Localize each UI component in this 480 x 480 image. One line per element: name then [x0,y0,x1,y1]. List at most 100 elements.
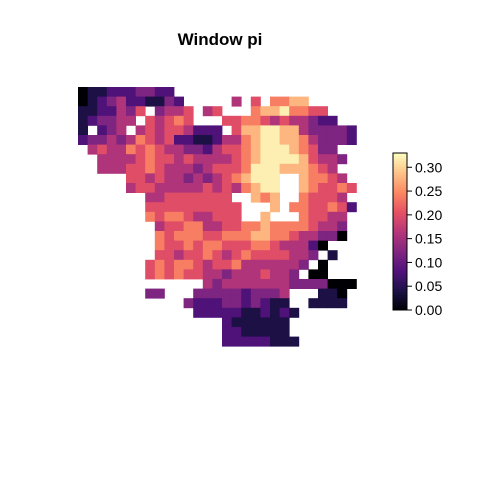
raster-cell [202,221,213,232]
raster-cell [250,250,261,261]
raster-cell [154,163,165,174]
raster-cell [279,163,290,174]
raster-cell [154,192,165,203]
raster-cell [106,106,117,117]
raster-cell [279,307,290,318]
raster-cell [260,259,271,270]
raster-cell [308,115,319,126]
raster-cell [298,115,309,126]
raster-cell [183,125,194,136]
raster-cell [174,192,184,203]
raster-cell [250,144,261,155]
raster-cell [241,327,252,337]
raster-cell [308,183,319,193]
raster-cell [289,154,300,165]
raster-cell [164,115,175,126]
raster-cell [337,231,348,241]
raster-cell [318,240,328,251]
raster-cell [270,269,280,280]
raster-cell [289,221,300,232]
raster-cell [183,173,194,184]
raster-cell [154,106,165,117]
raster-cell [318,135,328,145]
raster-cell [154,221,165,232]
raster-cell [222,259,232,270]
raster-cell [241,298,252,309]
raster-cell [279,135,290,145]
raster-cell [202,202,213,213]
raster-cell [97,135,108,145]
raster-cell [231,144,242,155]
raster-cell [212,202,223,213]
raster-cell [145,183,156,193]
raster-cell [337,211,348,222]
raster-cell [270,231,280,241]
legend-color-step [393,168,407,172]
raster-cell [231,240,242,251]
raster-cell [193,231,204,241]
raster-cell [241,336,252,347]
raster-cell [164,144,175,155]
raster-cell [222,173,232,184]
raster-cell [97,87,108,97]
legend-color-step [393,252,407,256]
raster-cell [222,336,232,347]
raster-cell [298,211,309,222]
raster-cell [154,259,165,270]
raster-cell [241,163,252,174]
raster-cell [222,192,232,203]
raster-cell [222,115,232,126]
raster-cell [250,125,261,136]
raster-cell [126,135,136,145]
raster-cell [183,298,194,309]
raster-cell [78,125,88,136]
raster-cell [135,163,146,174]
raster-cell [154,250,165,261]
raster-cell [308,231,319,241]
raster-cell [212,250,223,261]
legend-color-step [393,213,407,217]
legend-color-step [393,234,407,238]
raster-cell [337,192,348,203]
raster-cell [212,144,223,155]
raster-cell [241,221,252,232]
raster-cell [97,96,108,107]
raster-cell [279,317,290,328]
legend-tick-label: 0.20 [415,207,442,223]
raster-cell [202,144,213,155]
raster-cell [298,125,309,136]
raster-cell [212,125,223,136]
raster-cell [202,240,213,251]
raster-cell [174,250,184,261]
legend-color-step [393,239,407,243]
raster-cell [318,183,328,193]
raster-cell [231,298,242,309]
raster-cell [154,125,165,136]
raster-cell [327,115,338,126]
raster-cell [308,192,319,203]
raster-cell [97,115,108,126]
raster-cell [289,279,300,289]
raster-cell [222,327,232,337]
legend-color-step [393,241,407,246]
raster-cell [298,240,309,251]
raster-cell [87,135,98,145]
raster-cell [164,240,175,251]
raster-cell [260,183,271,193]
legend-color-step [393,173,407,178]
raster-cell [308,125,319,136]
raster-cell [318,106,328,117]
raster-cell [231,154,242,165]
raster-cell [327,250,338,261]
raster-cell [154,135,165,145]
legend-color-step [393,291,407,295]
raster-cell [202,250,213,261]
raster-cell [241,125,252,136]
raster-cell [164,211,175,222]
legend-color-step [393,299,407,303]
raster-cell [241,317,252,328]
raster-cell [279,259,290,270]
raster-cell [154,202,165,213]
raster-cell [174,202,184,213]
raster-cell [183,163,194,174]
